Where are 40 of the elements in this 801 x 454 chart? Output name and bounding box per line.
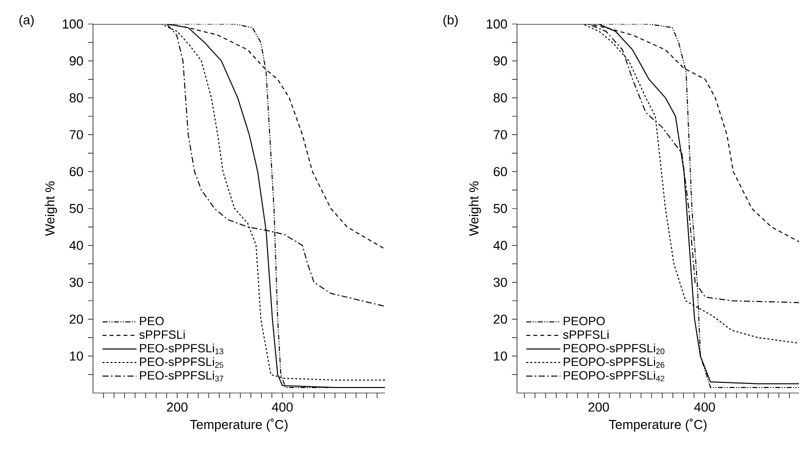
legend-label: PEO-sPPFSLi$_{25}$ bbox=[140, 357, 224, 368]
y-tick-label: 100 bbox=[486, 19, 507, 29]
x-tick-label: 400 bbox=[272, 402, 293, 412]
y-tick-label: 70 bbox=[494, 130, 507, 140]
legend-label: PEOPO-sPPFSLi$_{42}$ bbox=[564, 370, 664, 382]
x-tick-label: 400 bbox=[694, 402, 715, 412]
y-tick-label: 20 bbox=[494, 314, 507, 324]
y-axis-title: Weight % bbox=[468, 181, 482, 236]
legend-label: PEO-sPPFSLi$_{37}$ bbox=[140, 370, 224, 382]
chart-title: (a) bbox=[19, 14, 34, 28]
y-tick-label: 70 bbox=[70, 130, 83, 140]
y-tick-label: 10 bbox=[70, 352, 83, 361]
x-axis-title: Temperature (˚C) bbox=[190, 418, 288, 432]
legend-label: PEOPO-sPPFSLi$_{20}$ bbox=[564, 344, 664, 354]
y-tick-label: 40 bbox=[493, 240, 507, 250]
y-tick-label: 80 bbox=[70, 93, 83, 102]
y-tick-label: 60 bbox=[70, 167, 83, 176]
legend-label: PEOPO-sPPFSLi$_{26}$ bbox=[564, 357, 664, 368]
y-tick-label: 50 bbox=[494, 204, 507, 214]
legend-label: PEOPO bbox=[564, 316, 605, 326]
y-tick-label: 60 bbox=[494, 167, 507, 176]
x-tick-label: 200 bbox=[167, 402, 188, 412]
y-tick-label: 20 bbox=[70, 314, 83, 324]
y-tick-label: 100 bbox=[62, 19, 83, 29]
y-axis-title: Weight % bbox=[44, 181, 58, 236]
y-tick-label: 80 bbox=[494, 93, 507, 102]
legend-label: sPPFSLi bbox=[563, 330, 609, 339]
y-tick-label: 50 bbox=[70, 204, 83, 214]
y-tick-label: 40 bbox=[69, 240, 83, 250]
y-tick-label: 90 bbox=[494, 56, 507, 66]
chart-title: (b) bbox=[443, 14, 458, 28]
y-tick-label: 10 bbox=[494, 352, 507, 361]
y-tick-label: 30 bbox=[70, 278, 83, 287]
legend-label: sPPFSLi bbox=[139, 330, 185, 339]
x-axis-title: Temperature (˚C) bbox=[609, 418, 706, 432]
legend-label: PEO bbox=[140, 316, 164, 326]
legend-label: PEO-sPPFSLi$_{13}$ bbox=[140, 344, 224, 354]
x-tick-label: 200 bbox=[588, 402, 609, 412]
y-tick-label: 30 bbox=[494, 278, 507, 287]
y-tick-label: 90 bbox=[70, 56, 83, 66]
